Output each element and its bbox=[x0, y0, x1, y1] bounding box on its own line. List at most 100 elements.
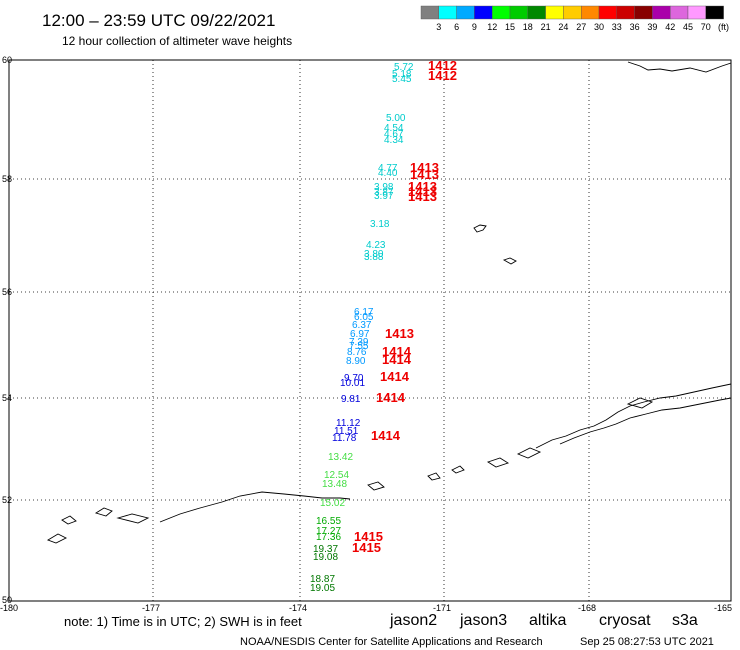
scale-swatch bbox=[492, 5, 511, 20]
lat-label-60: 60 bbox=[2, 55, 12, 65]
swh-label: 8.76 bbox=[347, 347, 367, 358]
swh-label: 13.48 bbox=[322, 479, 347, 490]
wave-height-color-scale: 3 6 9 12 15 18 21 24 27 30 33 36 39 42 45 70 bbox=[420, 5, 724, 32]
scale-swatch bbox=[670, 5, 689, 20]
lon-label-168: -168 bbox=[578, 603, 596, 613]
swh-label: 10.01 bbox=[340, 378, 365, 389]
swh-label: 4.54 bbox=[384, 123, 404, 134]
scale-swatch bbox=[634, 5, 653, 20]
alaska-peninsula-south bbox=[559, 397, 732, 445]
scale-unit: (ft) bbox=[718, 22, 729, 32]
island-a bbox=[94, 507, 113, 517]
swh-label: 3.18 bbox=[370, 219, 390, 230]
lon-label-174: -174 bbox=[289, 603, 307, 613]
scale-swatch bbox=[652, 5, 671, 20]
lat-label-50: 50 bbox=[2, 595, 12, 605]
lon-label-177: -177 bbox=[142, 603, 160, 613]
scale-label: 3 bbox=[436, 22, 441, 32]
scale-swatch bbox=[705, 5, 724, 20]
revolution-label: 1413 bbox=[410, 167, 439, 182]
lat-label-54: 54 bbox=[2, 393, 12, 403]
island-f bbox=[427, 472, 441, 481]
lon-label-171: -171 bbox=[433, 603, 451, 613]
swh-label: 4.40 bbox=[378, 168, 398, 179]
revolution-label: 1414 bbox=[382, 352, 412, 367]
swh-label: 12.54 bbox=[324, 470, 349, 481]
swh-label: 19.37 bbox=[313, 544, 338, 555]
scale-swatch bbox=[438, 5, 457, 20]
scale-swatch bbox=[581, 5, 600, 20]
swh-label: 5.18 bbox=[392, 69, 412, 80]
scale-swatch bbox=[687, 5, 706, 20]
lon-label-180: -180 bbox=[0, 603, 18, 613]
swh-label: 3.80 bbox=[364, 249, 384, 260]
scale-label: 42 bbox=[665, 22, 675, 32]
revolution-label: 1413 bbox=[408, 189, 437, 204]
swh-label: 6.17 bbox=[354, 307, 374, 318]
island-st-george bbox=[502, 257, 517, 265]
lon-label-165: -165 bbox=[714, 603, 732, 613]
swh-label: 3.87 bbox=[374, 187, 394, 198]
swh-label: 7.55 bbox=[349, 341, 369, 352]
sat-jason2: jason2 bbox=[389, 612, 437, 629]
swh-label: 7.39 bbox=[349, 337, 369, 348]
scale-label: 12 bbox=[487, 22, 497, 32]
revolution-label: 1413 bbox=[385, 326, 414, 341]
map-frame bbox=[8, 59, 732, 602]
scale-label: 21 bbox=[541, 22, 551, 32]
swh-label: 17.36 bbox=[316, 532, 341, 543]
island-st-paul bbox=[473, 224, 487, 233]
orbit-revolutions: 1412141214131413141314131413141414141414… bbox=[352, 58, 457, 555]
lat-label-52: 52 bbox=[2, 495, 12, 505]
island-i bbox=[516, 447, 542, 459]
coast-north bbox=[627, 61, 732, 73]
swh-label: 13.42 bbox=[328, 452, 353, 463]
scale-label: 18 bbox=[523, 22, 533, 32]
revolution-label: 1412 bbox=[428, 68, 457, 83]
scale-label: 15 bbox=[505, 22, 515, 32]
swh-label: 11.12 bbox=[336, 418, 361, 429]
swh-label: 17.27 bbox=[316, 526, 341, 537]
scale-label: 45 bbox=[683, 22, 693, 32]
swh-label: 5.00 bbox=[386, 113, 406, 124]
sat-altika: altika bbox=[529, 612, 566, 629]
scale-label: 39 bbox=[647, 22, 657, 32]
revolution-label: 1414 bbox=[382, 344, 412, 359]
aleutians-west bbox=[159, 491, 351, 523]
swh-label: 9.70 bbox=[344, 373, 364, 384]
scale-swatch bbox=[474, 5, 493, 20]
scale-label: 27 bbox=[576, 22, 586, 32]
swh-label: 18.87 bbox=[310, 574, 335, 585]
swh-label: 9.81 bbox=[341, 394, 361, 405]
swh-label: 4.67 bbox=[384, 129, 404, 140]
scale-label: 9 bbox=[472, 22, 477, 32]
swh-label: 3.98 bbox=[374, 182, 394, 193]
swh-label: 8.90 bbox=[346, 356, 366, 367]
revolution-label: 1413 bbox=[408, 184, 437, 199]
swh-label: 15.02 bbox=[320, 498, 345, 509]
sat-cryosat: cryosat bbox=[599, 612, 651, 629]
scale-label: 6 bbox=[454, 22, 459, 32]
revolution-label: 1414 bbox=[376, 390, 406, 405]
swh-label: 3.97 bbox=[374, 191, 394, 202]
swh-label: 16.55 bbox=[316, 516, 341, 527]
swh-label: 4.23 bbox=[366, 240, 386, 251]
island-j bbox=[626, 397, 654, 409]
swh-label: 6.05 bbox=[354, 312, 374, 323]
scale-label: 30 bbox=[594, 22, 604, 32]
scale-swatch bbox=[420, 5, 439, 20]
sat-jason3: jason3 bbox=[459, 612, 507, 629]
graticule bbox=[9, 60, 731, 601]
swh-observations: 5.725.185.45 5.004.544.674.34 4.774.40 3.98… bbox=[310, 62, 414, 594]
map-subtitle: 12 hour collection of altimeter wave hei… bbox=[62, 34, 292, 48]
scale-swatch bbox=[545, 5, 564, 20]
swh-label: 11.78 bbox=[332, 433, 357, 444]
swh-label: 5.45 bbox=[392, 74, 412, 85]
scale-swatch bbox=[456, 5, 475, 20]
swh-label: 11.51 bbox=[334, 426, 359, 437]
footer-timestamp: Sep 25 08:27:53 UTC 2021 bbox=[580, 636, 714, 648]
scale-label: 33 bbox=[612, 22, 622, 32]
swh-label: 5.72 bbox=[394, 62, 414, 73]
scale-swatch bbox=[598, 5, 617, 20]
